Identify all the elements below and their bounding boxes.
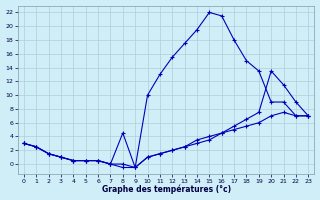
X-axis label: Graphe des températures (°c): Graphe des températures (°c) — [101, 185, 231, 194]
